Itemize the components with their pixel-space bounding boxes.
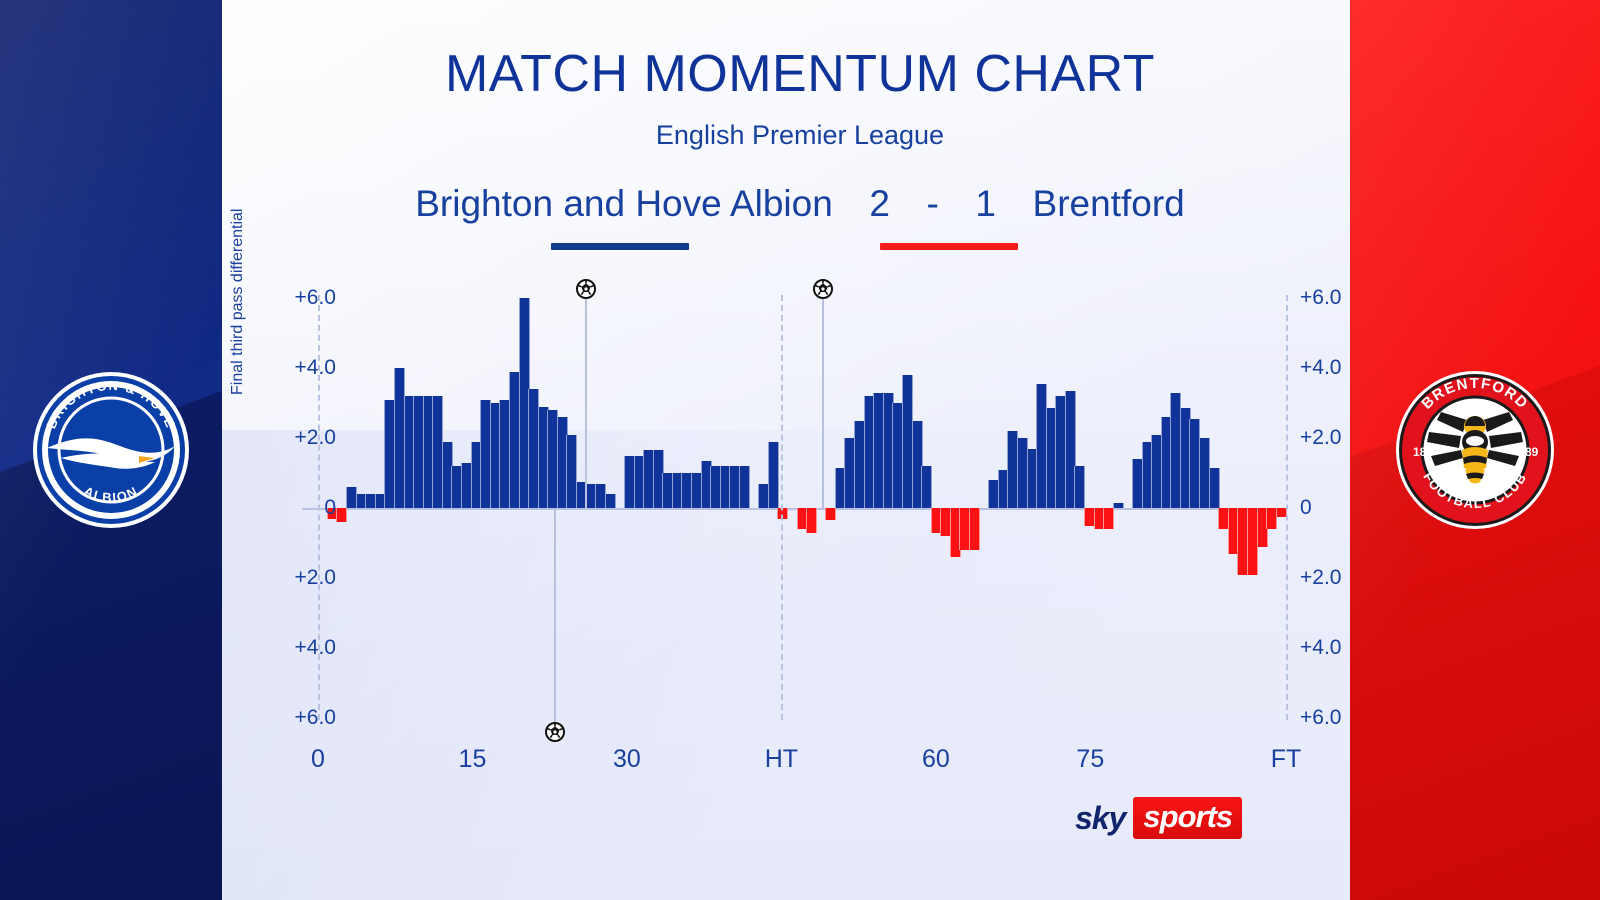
- y-axis-tick-right: +2.0: [1300, 566, 1342, 589]
- bee-icon: [1427, 412, 1523, 484]
- momentum-bar: [336, 508, 348, 522]
- away-team-panel: BRENTFORD FOOTBALL CLUB 18 89: [1350, 0, 1600, 900]
- y-axis-tick-left: +2.0: [294, 566, 336, 589]
- seagull-icon: [47, 438, 175, 469]
- reference-line-half-time: [781, 295, 784, 720]
- momentum-bar: [1208, 467, 1220, 508]
- goal-marker-stem: [553, 508, 556, 728]
- competition-label: English Premier League: [655, 120, 945, 150]
- x-axis-tick: HT: [764, 745, 799, 773]
- momentum-bar: [825, 508, 837, 521]
- y-axis-tick-right: +4.0: [1300, 356, 1342, 379]
- x-axis-tick: 75: [1076, 745, 1105, 773]
- away-team-badge: BRENTFORD FOOTBALL CLUB 18 89: [1395, 370, 1555, 530]
- svg-text:ALBION: ALBION: [81, 483, 140, 505]
- momentum-bar: [911, 420, 923, 508]
- y-axis-tick-right: 0: [1300, 496, 1312, 519]
- y-axis-tick-right: +2.0: [1300, 426, 1342, 449]
- y-axis-tick-right: +4.0: [1300, 636, 1342, 659]
- x-axis-tick: 0: [311, 745, 325, 773]
- goal-marker-stem: [584, 289, 587, 508]
- away-team-name: Brentford: [1032, 183, 1185, 224]
- y-axis-tick-left: +2.0: [294, 426, 336, 449]
- momentum-bar: [1074, 466, 1086, 508]
- sky-sports-logo: sky sports: [1075, 797, 1243, 839]
- home-team-badge: BRIGHTON & HOVE ALBION: [31, 370, 191, 530]
- home-team-name: Brighton and Hove Albion: [415, 183, 833, 224]
- momentum-bar: [806, 508, 818, 533]
- momentum-bar: [604, 494, 616, 508]
- page-title: MATCH MOMENTUM CHART: [444, 45, 1156, 103]
- sky-wordmark: sky: [1075, 799, 1126, 836]
- momentum-plot: [302, 279, 1288, 742]
- goal-marker-football-icon[interactable]: [544, 722, 565, 742]
- x-axis-tick: 30: [613, 745, 641, 773]
- home-team-panel: BRIGHTON & HOVE ALBION: [0, 0, 222, 900]
- momentum-bar: [969, 508, 980, 550]
- home-badge-bottom-text: ALBION: [81, 483, 139, 505]
- momentum-bar: [1266, 508, 1278, 529]
- goal-marker-stem: [821, 289, 824, 508]
- goal-marker-football-icon[interactable]: [812, 279, 833, 299]
- momentum-bar: [738, 466, 750, 508]
- y-axis-tick-left: +4.0: [294, 356, 336, 379]
- away-badge-year-right: 89: [1525, 445, 1539, 459]
- x-axis-tick: FT: [1270, 745, 1302, 773]
- x-axis-tick: 15: [458, 745, 487, 773]
- reference-line-full-time: [1286, 295, 1288, 720]
- y-axis-title: Final third pass differential: [229, 208, 246, 395]
- y-axis-tick-right: +6.0: [1300, 286, 1342, 309]
- y-axis-tick-left: +4.0: [294, 636, 336, 659]
- home-team-color-bar: [551, 243, 689, 250]
- momentum-bar: [566, 434, 578, 508]
- y-axis-tick-left: +6.0: [294, 286, 336, 309]
- scoreline: Brighton and Hove Albion 2 - 1 Brentford: [0, 183, 1600, 225]
- momentum-bar: [1064, 390, 1076, 508]
- home-score: 2: [869, 183, 890, 224]
- away-badge-year-left: 18: [1413, 445, 1427, 459]
- sports-wordmark: sports: [1143, 799, 1233, 834]
- reference-line-kickoff: [318, 295, 320, 720]
- goal-marker-football-icon[interactable]: [575, 279, 596, 299]
- sports-badge: sports: [1133, 797, 1243, 839]
- y-axis-tick-left: 0: [324, 496, 336, 519]
- y-axis-tick-right: +6.0: [1300, 706, 1342, 729]
- momentum-bar: [921, 466, 933, 508]
- zero-line: [302, 508, 1286, 510]
- y-axis-tick-left: +6.0: [294, 706, 336, 729]
- score-separator: -: [926, 183, 939, 224]
- away-team-color-bar: [880, 243, 1018, 250]
- away-score: 1: [975, 183, 996, 224]
- momentum-bar: [1112, 502, 1124, 508]
- x-axis-tick: 60: [921, 745, 950, 773]
- momentum-bar: [1103, 508, 1115, 529]
- momentum-bar: [767, 441, 779, 508]
